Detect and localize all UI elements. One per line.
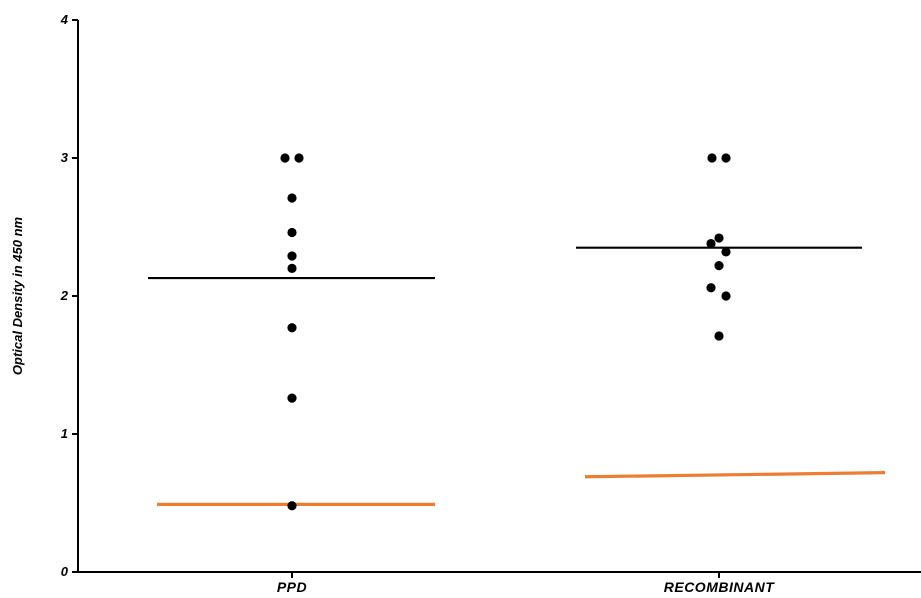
- data-point: [287, 501, 297, 511]
- data-point: [714, 233, 724, 243]
- y-tick-label: 0: [61, 564, 69, 579]
- data-point: [706, 238, 716, 249]
- data-point: [287, 227, 297, 238]
- axes: [77, 20, 921, 573]
- data-point: [721, 247, 731, 257]
- data-point: [721, 291, 731, 301]
- data-point: [714, 331, 724, 341]
- data-point: [287, 251, 297, 261]
- data-point: [707, 153, 717, 163]
- data-point: [280, 153, 290, 163]
- y-tick-label: 4: [60, 12, 69, 27]
- x-tick-label: RECOMBINANT: [664, 579, 775, 593]
- data-point: [721, 153, 731, 163]
- data-point: [294, 153, 304, 163]
- data-point: [287, 393, 297, 403]
- y-tick-label: 1: [61, 426, 68, 441]
- data-point: [714, 261, 724, 271]
- data-point: [287, 323, 297, 333]
- y-axis-ticks: 0 1 2 3 4: [60, 12, 78, 579]
- x-tick-label: PPD: [277, 579, 307, 593]
- data-point: [706, 283, 716, 293]
- y-tick-label: 2: [60, 288, 69, 303]
- y-axis-title: Optical Density in 450 nm: [10, 216, 25, 375]
- data-point: [287, 263, 297, 273]
- cutoff-line: [584, 471, 886, 479]
- data-points: [280, 153, 731, 511]
- data-point: [287, 193, 297, 203]
- x-axis-ticks: PPD RECOMBINANT: [277, 572, 775, 595]
- y-tick-label: 3: [61, 150, 69, 165]
- reference-lines: [148, 246, 886, 506]
